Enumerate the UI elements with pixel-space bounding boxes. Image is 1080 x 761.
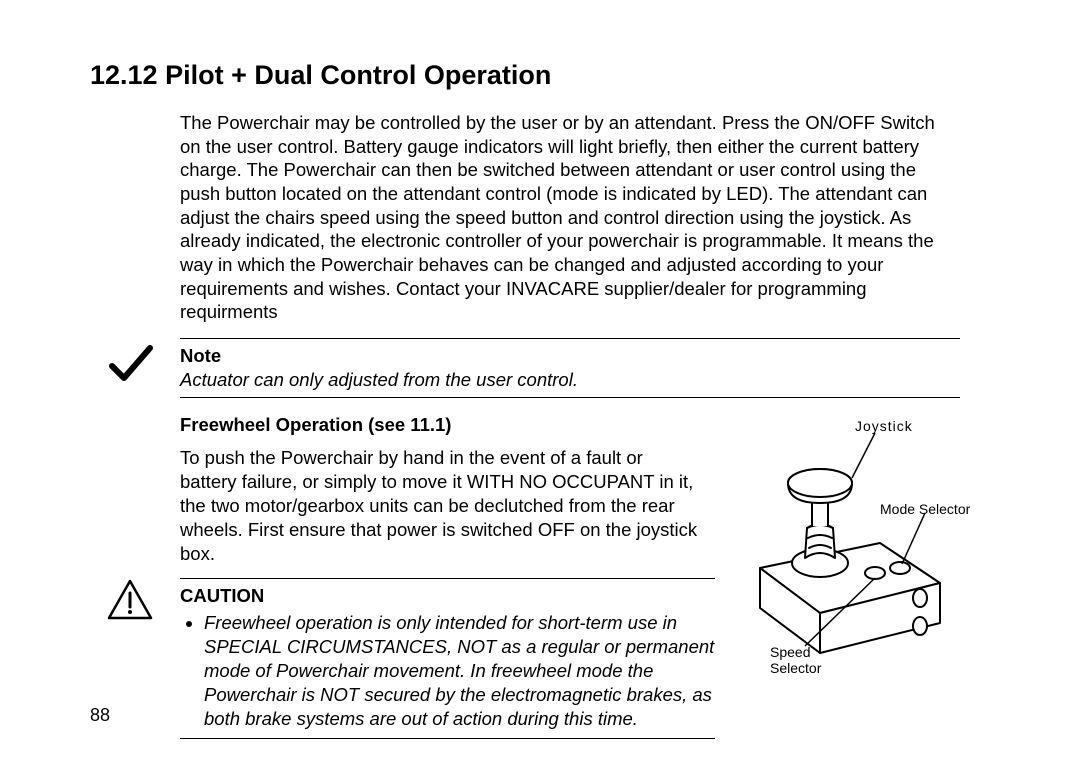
caution-block: CAUTION Freewheel operation is only inte… [180,578,715,738]
warning-icon [100,578,160,627]
page-number: 88 [90,705,110,726]
diagram-label-joystick: Joystick [855,418,913,434]
caution-item: Freewheel operation is only intended for… [204,611,715,731]
checkmark-icon [100,340,160,393]
intro-block: The Powerchair may be controlled by the … [180,111,960,324]
diagram-label-speed: Speed [770,644,810,660]
intro-paragraph: The Powerchair may be controlled by the … [180,111,960,324]
diagram-label-selector: Selector [770,660,821,676]
section-number: 12.12 [90,60,158,90]
section-title: 12.12 Pilot + Dual Control Operation [90,60,990,91]
section-title-text: Pilot + Dual Control Operation [165,60,551,90]
note-row: Note Actuator can only adjusted from the… [90,338,990,398]
joystick-diagram: Joystick Mode Selector Speed Selector [730,408,980,688]
caution-title: CAUTION [180,585,715,607]
note-title: Note [180,345,960,367]
note-block: Note Actuator can only adjusted from the… [180,338,960,398]
manual-page: 12.12 Pilot + Dual Control Operation The… [0,0,1080,761]
note-text: Actuator can only adjusted from the user… [180,369,960,391]
freewheel-paragraph: To push the Powerchair by hand in the ev… [180,446,700,566]
caution-list: Freewheel operation is only intended for… [180,611,715,731]
diagram-label-speed-selector: Speed Selector [770,644,821,676]
diagram-label-mode-selector: Mode Selector [880,501,970,517]
